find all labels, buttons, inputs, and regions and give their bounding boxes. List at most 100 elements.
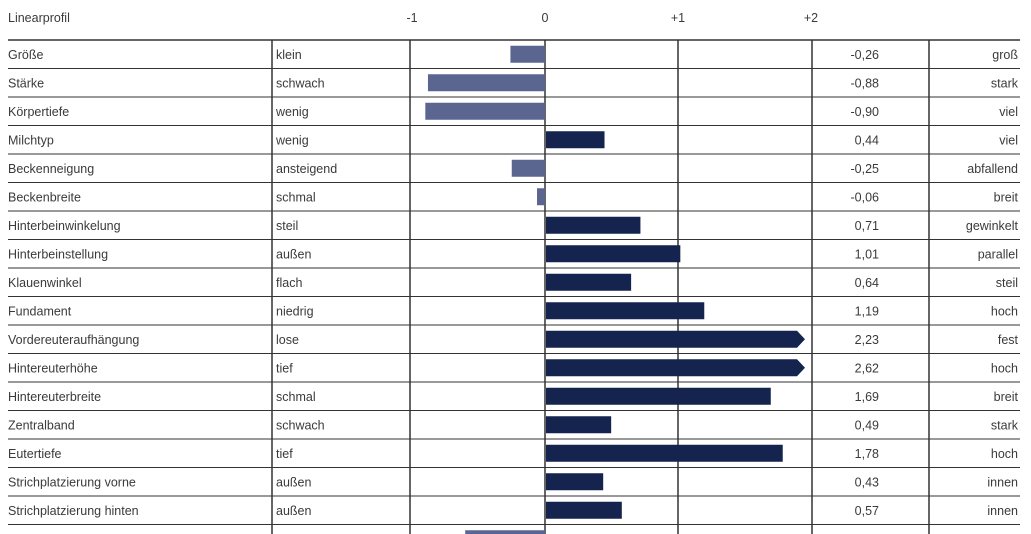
value-label: -0,90: [851, 105, 880, 119]
trait-row: Strichlänge kurz -0,60 lang: [8, 530, 1018, 534]
value-bar: [546, 245, 681, 263]
trait-label: Strichplatzierung hinten: [8, 504, 139, 518]
trait-label: Hinterbeinwinkelung: [8, 219, 121, 233]
trait-label: Größe: [8, 48, 43, 62]
trait-row: Klauenwinkel flach 0,64 steil: [8, 273, 1018, 291]
low-pole-label: wenig: [275, 133, 309, 147]
trait-row: Hinterbeinstellung außen 1,01 parallel: [8, 245, 1018, 263]
trait-row: Milchtyp wenig 0,44 viel: [8, 131, 1018, 149]
low-pole-label: schmal: [276, 390, 316, 404]
trait-label: Strichplatzierung vorne: [8, 475, 136, 489]
low-pole-label: ansteigend: [276, 162, 337, 176]
value-bar: [546, 473, 604, 491]
value-label: 0,57: [855, 504, 879, 518]
trait-label: Vordereuteraufhängung: [8, 333, 139, 347]
value-bar: [546, 273, 632, 291]
low-pole-label: klein: [276, 48, 302, 62]
axis-tick-label: +1: [671, 11, 685, 25]
value-label: -0,06: [851, 190, 880, 204]
trait-label: Körpertiefe: [8, 105, 69, 119]
high-pole-label: viel: [999, 105, 1018, 119]
value-bar: [511, 159, 545, 177]
high-pole-label: hoch: [991, 304, 1018, 318]
trait-label: Hintereuterhöhe: [8, 361, 98, 375]
high-pole-label: stark: [991, 418, 1019, 432]
trait-row: Zentralband schwach 0,49 stark: [8, 416, 1019, 434]
value-bar: [546, 416, 612, 434]
low-pole-label: schmal: [276, 190, 316, 204]
value-label: -0,25: [851, 162, 880, 176]
high-pole-label: stark: [991, 76, 1019, 90]
value-label: 1,01: [855, 247, 879, 261]
value-bar: [546, 131, 605, 149]
low-pole-label: schwach: [276, 76, 325, 90]
low-pole-label: wenig: [275, 105, 309, 119]
trait-label: Hinterbeinstellung: [8, 247, 108, 261]
low-pole-label: tief: [276, 361, 293, 375]
trait-label: Milchtyp: [8, 133, 54, 147]
value-label: 2,23: [855, 333, 879, 347]
high-pole-label: innen: [987, 504, 1018, 518]
high-pole-label: innen: [987, 475, 1018, 489]
axis-tick-label: +2: [804, 11, 818, 25]
value-label: 0,44: [855, 133, 879, 147]
trait-label: Eutertiefe: [8, 447, 62, 461]
trait-label: Fundament: [8, 304, 72, 318]
value-label: 0,64: [855, 276, 879, 290]
trait-row: Eutertiefe tief 1,78 hoch: [8, 444, 1018, 462]
high-pole-label: viel: [999, 133, 1018, 147]
high-pole-label: hoch: [991, 361, 1018, 375]
trait-rows: Größe klein -0,26 groß Stärke schwach -0,88 sta…: [8, 45, 1019, 534]
value-label: -0,60: [851, 532, 880, 534]
trait-row: Größe klein -0,26 groß: [8, 45, 1018, 63]
trait-label: Beckenneigung: [8, 162, 94, 176]
low-pole-label: kurz: [276, 532, 300, 534]
value-bar-overflow: [546, 330, 805, 348]
value-bar: [537, 188, 545, 206]
high-pole-label: hoch: [991, 447, 1018, 461]
value-label: 0,49: [855, 418, 879, 432]
trait-row: Vordereuteraufhängung lose 2,23 fest: [8, 330, 1019, 348]
value-bar: [427, 74, 545, 92]
trait-label: Klauenwinkel: [8, 276, 82, 290]
high-pole-label: breit: [994, 190, 1019, 204]
trait-row: Beckenbreite schmal -0,06 breit: [8, 188, 1019, 206]
value-bar: [546, 501, 622, 519]
value-label: 0,43: [855, 475, 879, 489]
low-pole-label: tief: [276, 447, 293, 461]
value-label: 1,19: [855, 304, 879, 318]
high-pole-label: lang: [994, 532, 1018, 534]
high-pole-label: breit: [994, 390, 1019, 404]
trait-row: Stärke schwach -0,88 stark: [8, 74, 1019, 92]
value-label: 0,71: [855, 219, 879, 233]
value-label: -0,88: [851, 76, 880, 90]
low-pole-label: lose: [276, 333, 299, 347]
trait-row: Strichplatzierung hinten außen 0,57 innen: [8, 501, 1018, 519]
value-bar: [546, 444, 783, 462]
value-bar-overflow: [546, 359, 805, 377]
trait-row: Hintereuterhöhe tief 2,62 hoch: [8, 359, 1018, 377]
low-pole-label: schwach: [276, 418, 325, 432]
value-label: 1,69: [855, 390, 879, 404]
value-bar: [465, 530, 545, 534]
low-pole-label: außen: [276, 504, 311, 518]
chart-title: Linearprofil: [8, 11, 70, 25]
high-pole-label: gewinkelt: [966, 219, 1019, 233]
trait-row: Strichplatzierung vorne außen 0,43 innen: [8, 473, 1018, 491]
trait-row: Beckenneigung ansteigend -0,25 abfallend: [8, 159, 1018, 177]
trait-label: Strichlänge: [8, 532, 71, 534]
value-bar: [510, 45, 545, 63]
value-bar: [546, 216, 641, 234]
low-pole-label: flach: [276, 276, 302, 290]
value-bar: [546, 387, 771, 405]
high-pole-label: parallel: [978, 247, 1018, 261]
trait-label: Beckenbreite: [8, 190, 81, 204]
high-pole-label: abfallend: [967, 162, 1018, 176]
axis-tick-label: -1: [406, 11, 417, 25]
high-pole-label: groß: [992, 48, 1018, 62]
low-pole-label: außen: [276, 247, 311, 261]
value-label: 1,78: [855, 447, 879, 461]
low-pole-label: außen: [276, 475, 311, 489]
trait-row: Fundament niedrig 1,19 hoch: [8, 302, 1018, 320]
